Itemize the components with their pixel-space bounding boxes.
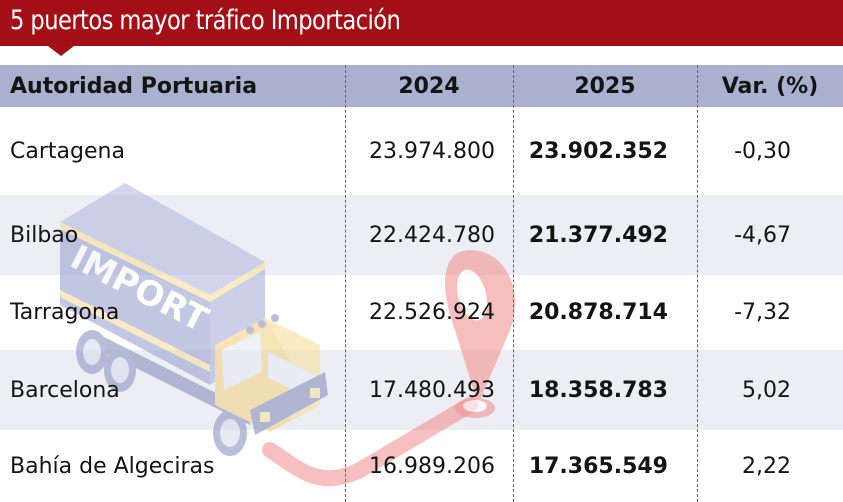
value-2024: 22.424.780 (369, 222, 495, 248)
title-banner: 5 puertos mayor tráfico Importación (0, 0, 843, 46)
value-variation: -0,30 (734, 139, 791, 164)
port-name: Cartagena (10, 139, 125, 164)
value-variation: 2,22 (742, 453, 791, 479)
value-variation: -7,32 (734, 300, 791, 325)
table-row: Barcelona 17.480.493 18.358.783 5,02 (0, 350, 843, 430)
value-2025: 18.358.783 (528, 377, 668, 403)
column-divider (697, 65, 698, 502)
page-title: 5 puertos mayor tráfico Importación (10, 5, 401, 36)
port-name: Tarragona (10, 300, 120, 325)
table-row: Cartagena 23.974.800 23.902.352 -0,30 (0, 108, 843, 195)
table-header-row: Autoridad Portuaria 2024 2025 Var. (%) (0, 65, 843, 107)
header-variation: Var. (%) (721, 73, 819, 99)
value-2024: 17.480.493 (369, 377, 495, 403)
value-variation: -4,67 (734, 222, 791, 248)
table-row: Bahía de Algeciras 16.989.206 17.365.549… (0, 430, 843, 502)
table-row: Tarragona 22.526.924 20.878.714 -7,32 (0, 275, 843, 350)
port-name: Bahía de Algeciras (10, 453, 215, 479)
port-name: Barcelona (10, 377, 120, 403)
column-divider (513, 65, 514, 502)
header-authority: Autoridad Portuaria (10, 73, 258, 99)
header-2025: 2025 (574, 73, 636, 99)
column-divider (345, 65, 346, 502)
value-2025: 20.878.714 (528, 300, 668, 325)
value-2025: 17.365.549 (528, 453, 668, 479)
table-row: Bilbao 22.424.780 21.377.492 -4,67 (0, 195, 843, 275)
value-2024: 23.974.800 (369, 139, 495, 164)
port-name: Bilbao (10, 222, 79, 248)
banner-pointer (48, 46, 74, 56)
value-2024: 16.989.206 (369, 453, 495, 479)
value-2025: 21.377.492 (528, 222, 668, 248)
value-2025: 23.902.352 (528, 139, 668, 164)
header-2024: 2024 (398, 73, 460, 99)
value-variation: 5,02 (742, 377, 791, 403)
value-2024: 22.526.924 (369, 300, 495, 325)
